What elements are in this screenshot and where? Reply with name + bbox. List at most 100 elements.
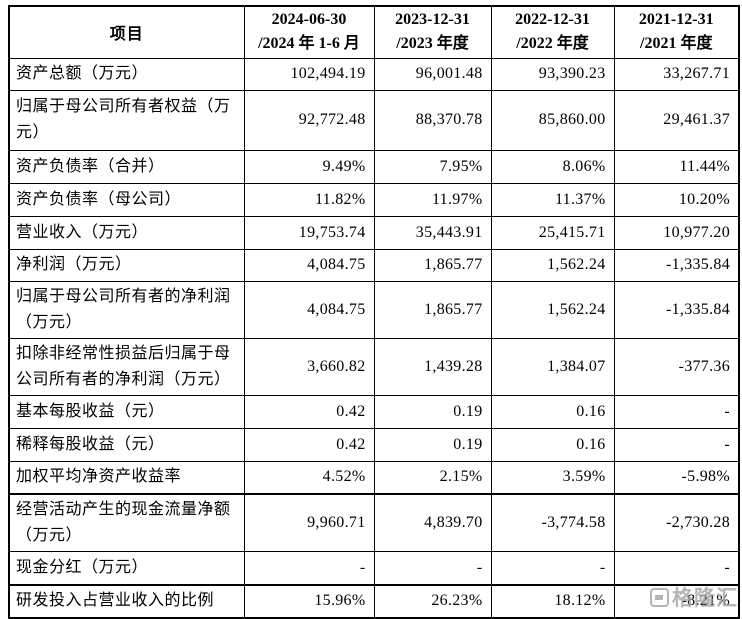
header-period-2022: 2022-12-31 /2022 年度	[490, 5, 615, 59]
financial-summary-table: 项目 2024-06-30 /2024 年 1-6 月 2023-12-31 /…	[8, 5, 740, 619]
cell-value: -	[490, 551, 615, 585]
cell-value: 10.20%	[613, 182, 740, 217]
row-label: 稀释每股收益（元）	[8, 427, 245, 462]
cell-value: 0.42	[243, 427, 375, 462]
cell-value: -377.36	[613, 337, 740, 396]
row-label: 经营活动产生的现金流量净额（万元）	[8, 493, 245, 552]
table-row: 基本每股收益（元） 0.42 0.19 0.16 -	[8, 394, 740, 429]
cell-value: 1,865.77	[373, 280, 492, 339]
cell-value: 35,443.91	[373, 215, 492, 250]
cell-value: 8.06%	[490, 149, 615, 184]
table-row: 营业收入（万元） 19,753.74 35,443.91 25,415.71 1…	[8, 215, 740, 250]
cell-value: 11.44%	[613, 149, 740, 184]
row-label: 归属于母公司所有者权益（万元）	[8, 89, 245, 151]
cell-value: 11.37%	[490, 182, 615, 217]
cell-value: 11.97%	[373, 182, 492, 217]
cell-value: 11.82%	[243, 182, 375, 217]
cell-value: 9.49%	[243, 149, 375, 184]
cell-value: -1,335.84	[613, 248, 740, 282]
table-row: 扣除非经常性损益后归属于母公司所有者的净利润（万元） 3,660.82 1,43…	[8, 337, 740, 396]
table-row: 资产总额（万元） 102,494.19 96,001.48 93,390.23 …	[8, 57, 740, 91]
cell-value: 15.96%	[243, 583, 375, 618]
table-row: 归属于母公司所有者的净利润（万元） 4,084.75 1,865.77 1,56…	[8, 280, 740, 339]
cell-value: 1,439.28	[373, 337, 492, 396]
row-label: 资产负债率（合并）	[8, 149, 245, 184]
table-row: 归属于母公司所有者权益（万元） 92,772.48 88,370.78 85,8…	[8, 89, 740, 151]
cell-value: 4,084.75	[243, 280, 375, 339]
table-row: 现金分红（万元） - - - -	[8, 551, 740, 585]
cell-value: -	[373, 551, 492, 585]
cell-value: 1,562.24	[490, 248, 615, 282]
table-row: 加权平均净资产收益率 4.52% 2.15% 3.59% -5.98%	[8, 460, 740, 495]
row-label: 营业收入（万元）	[8, 215, 245, 250]
header-item-label: 项目	[8, 5, 245, 59]
header-period-2024h1: 2024-06-30 /2024 年 1-6 月	[243, 5, 375, 59]
cell-value: 10,977.20	[613, 215, 740, 250]
table-row: 资产负债率（合并） 9.49% 7.95% 8.06% 11.44%	[8, 149, 740, 184]
header-period-span: /2021 年度	[640, 35, 713, 53]
cell-value: 3,660.82	[243, 337, 375, 396]
cell-value: 0.16	[490, 394, 615, 429]
cell-value: 29,461.37	[613, 89, 740, 151]
cell-value: 0.19	[373, 394, 492, 429]
table-row: 研发投入占营业收入的比例 15.96% 26.23% 18.12% -8.21%	[8, 583, 740, 618]
cell-value: -	[613, 551, 740, 585]
row-label: 资产总额（万元）	[8, 57, 245, 91]
table-header-row: 项目 2024-06-30 /2024 年 1-6 月 2023-12-31 /…	[8, 5, 740, 59]
cell-value: 0.19	[373, 427, 492, 462]
cell-value: 4.52%	[243, 460, 375, 495]
header-period-span: /2022 年度	[516, 35, 589, 53]
table-row: 资产负债率（母公司） 11.82% 11.97% 11.37% 10.20%	[8, 182, 740, 217]
cell-value: -1,335.84	[613, 280, 740, 339]
cell-value: 25,415.71	[490, 215, 615, 250]
row-label: 现金分红（万元）	[8, 551, 245, 585]
header-period-2021: 2021-12-31 /2021 年度	[613, 5, 740, 59]
row-label: 归属于母公司所有者的净利润（万元）	[8, 280, 245, 339]
cell-value: -	[613, 394, 740, 429]
table-row: 经营活动产生的现金流量净额（万元） 9,960.71 4,839.70 -3,7…	[8, 493, 740, 552]
row-label: 资产负债率（母公司）	[8, 182, 245, 217]
cell-value: 0.42	[243, 394, 375, 429]
header-period-date: 2023-12-31	[395, 11, 470, 29]
cell-value: 93,390.23	[490, 57, 615, 91]
cell-value: 19,753.74	[243, 215, 375, 250]
table-row: 净利润（万元） 4,084.75 1,865.77 1,562.24 -1,33…	[8, 248, 740, 282]
row-label: 扣除非经常性损益后归属于母公司所有者的净利润（万元）	[8, 337, 245, 396]
cell-value: 4,839.70	[373, 493, 492, 552]
header-period-date: 2024-06-30	[271, 11, 347, 29]
header-period-span: /2023 年度	[396, 35, 469, 53]
cell-value: 18.12%	[490, 583, 615, 618]
cell-value: 1,562.24	[490, 280, 615, 339]
row-label: 基本每股收益（元）	[8, 394, 245, 429]
cell-value: -8.21%	[613, 583, 740, 618]
header-period-date: 2022-12-31	[515, 11, 590, 29]
cell-value: 102,494.19	[243, 57, 375, 91]
cell-value: -2,730.28	[613, 493, 740, 552]
cell-value: -5.98%	[613, 460, 740, 495]
cell-value: 1,865.77	[373, 248, 492, 282]
cell-value: 1,384.07	[490, 337, 615, 396]
cell-value: 33,267.71	[613, 57, 740, 91]
cell-value: 9,960.71	[243, 493, 375, 552]
row-label: 净利润（万元）	[8, 248, 245, 282]
cell-value: 26.23%	[373, 583, 492, 618]
header-period-span: /2024 年 1-6 月	[258, 35, 360, 53]
table-row: 稀释每股收益（元） 0.42 0.19 0.16 -	[8, 427, 740, 462]
cell-value: 96,001.48	[373, 57, 492, 91]
cell-value: 88,370.78	[373, 89, 492, 151]
cell-value: -	[243, 551, 375, 585]
cell-value: 7.95%	[373, 149, 492, 184]
cell-value: 0.16	[490, 427, 615, 462]
header-period-2023: 2023-12-31 /2023 年度	[373, 5, 492, 59]
row-label: 加权平均净资产收益率	[8, 460, 245, 495]
cell-value: 3.59%	[490, 460, 615, 495]
header-period-date: 2021-12-31	[638, 11, 714, 29]
cell-value: -3,774.58	[490, 493, 615, 552]
cell-value: 4,084.75	[243, 248, 375, 282]
cell-value: 2.15%	[373, 460, 492, 495]
cell-value: 85,860.00	[490, 89, 615, 151]
cell-value: -	[613, 427, 740, 462]
row-label: 研发投入占营业收入的比例	[8, 583, 245, 618]
cell-value: 92,772.48	[243, 89, 375, 151]
